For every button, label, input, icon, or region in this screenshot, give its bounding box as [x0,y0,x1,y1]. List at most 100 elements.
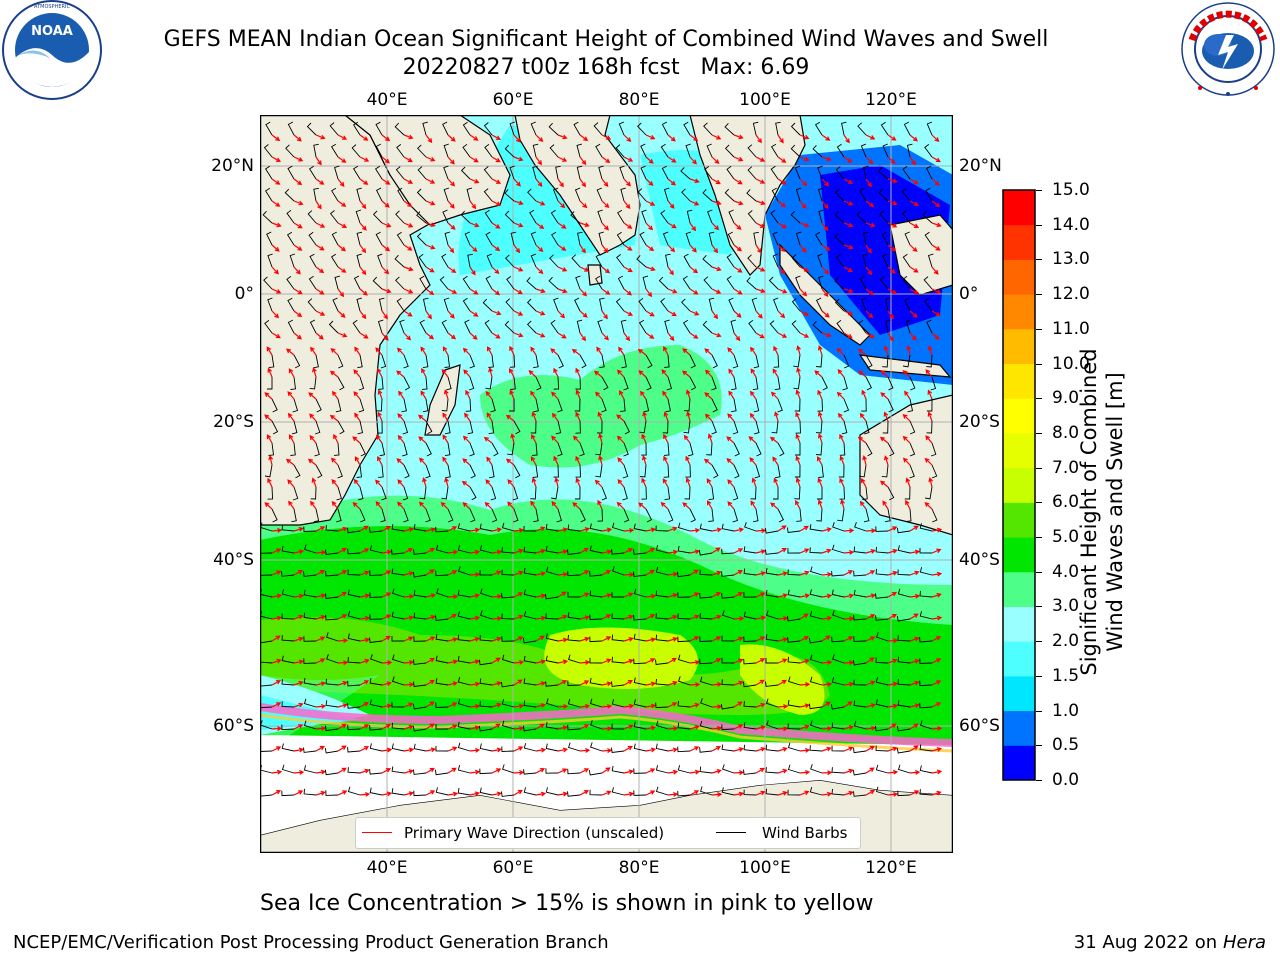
wind-barb [909,376,916,391]
wind-barb [287,165,295,180]
wind-barb [395,210,405,224]
wave-direction-arrow [597,411,603,422]
wind-barb [412,703,427,710]
wave-direction-arrow [381,222,392,228]
wind-barb [337,376,345,391]
wind-barb [418,253,427,268]
wave-direction-arrow [513,310,524,316]
wave-direction-arrow [398,390,405,400]
wind-barb [263,144,273,158]
wind-barb [483,188,493,202]
wave-direction-arrow [381,660,393,666]
wind-barb [865,442,873,457]
wind-barb [677,654,691,664]
wind-barb [875,568,889,576]
wind-barb [263,276,273,290]
wind-barb [501,720,515,730]
wind-barb [885,508,891,523]
wave-direction-arrow [575,411,581,422]
wave-direction-arrow [359,266,367,276]
wind-barb [875,593,889,599]
wave-direction-arrow [843,288,854,294]
wind-barb [394,254,405,268]
wind-barb [689,508,696,523]
wave-direction-arrow [579,178,587,188]
wind-barb [369,725,383,731]
wave-direction-arrow [572,502,581,510]
wave-direction-arrow [667,332,675,342]
wind-barb [704,166,713,180]
wind-barb [264,165,273,180]
wave-direction-arrow [601,178,609,187]
wave-direction-arrow [931,288,942,294]
wave-direction-arrow [418,501,427,510]
wind-barb [315,398,322,413]
wave-direction-arrow [821,635,831,642]
wind-barb [925,165,933,180]
colorbar-tick-label: 10.0 [1052,353,1090,374]
wind-barb [841,420,848,435]
wind-barb [303,636,317,642]
wind-barb [589,523,603,532]
wind-barb [303,788,317,796]
wave-direction-arrow [469,527,481,533]
wind-barb [633,614,647,621]
wave-direction-arrow [271,658,282,664]
wind-barb [655,612,669,620]
wind-barb [412,726,427,732]
wave-direction-arrow [293,332,302,340]
wave-direction-arrow [403,332,412,341]
wind-barb [589,657,603,664]
lon-tick-top: 40°E [366,90,408,110]
wave-direction-arrow [616,414,625,422]
wind-barb [548,122,559,136]
wind-barb [484,144,493,158]
wave-direction-arrow [843,636,854,642]
wave-direction-arrow [755,658,766,664]
wave-direction-arrow [711,547,721,554]
wave-direction-arrow [689,636,700,642]
wave-direction-arrow [821,770,833,776]
wave-direction-arrow [821,746,832,752]
wave-direction-arrow [315,593,327,599]
wave-direction-arrow [579,703,591,709]
wave-direction-arrow [337,570,348,576]
wind-barb [425,420,433,435]
wave-direction-arrow [931,332,940,340]
wave-direction-arrow [287,412,295,422]
wind-barb [931,508,938,523]
wind-barb [391,524,405,532]
wave-direction-arrow [645,527,657,533]
lat-tick-right: 0° [959,284,979,304]
wind-barb [832,654,845,664]
wind-barb [897,545,911,554]
wind-barb [556,508,562,523]
wind-barb [576,165,583,180]
wind-barb [764,528,779,534]
wind-barb [422,354,429,369]
wind-barb [509,165,515,180]
wind-barb [545,633,559,642]
wind-barb [303,698,317,708]
wind-barb [601,486,607,501]
wave-direction-arrow [616,501,625,510]
wave-direction-arrow [422,477,427,488]
wave-direction-arrow [491,723,501,730]
wind-barb [374,165,383,180]
wind-barb [401,398,407,413]
wind-barb [325,700,339,708]
wind-barb [860,143,867,158]
wind-barb [379,442,386,457]
wave-direction-arrow [887,548,898,554]
wave-direction-arrow [513,636,524,642]
wave-direction-arrow [447,724,458,730]
wave-direction-arrow [469,178,480,184]
wind-barb [314,420,321,435]
wave-direction-arrow [931,769,943,775]
wave-direction-arrow [909,745,919,752]
wave-direction-arrow [293,134,302,142]
wave-direction-arrow [469,222,480,228]
wave-direction-arrow [887,791,899,797]
wind-barb [557,442,563,457]
wind-barb [358,398,365,413]
